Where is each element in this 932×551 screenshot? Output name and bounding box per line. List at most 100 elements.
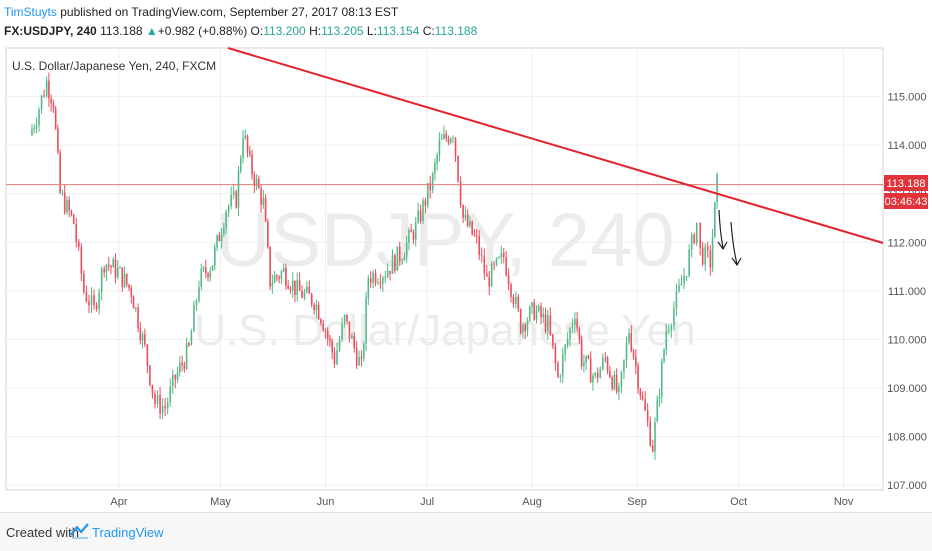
candle-body — [202, 267, 205, 269]
candle-body — [190, 331, 193, 346]
candle-body — [478, 235, 481, 256]
candle-body — [615, 374, 618, 392]
candle-body — [289, 288, 292, 291]
candle-body — [269, 246, 271, 287]
candle-body — [580, 339, 583, 367]
candle-body — [310, 293, 313, 305]
candle-body — [557, 363, 559, 377]
candle-body — [658, 396, 661, 400]
candle-body — [123, 273, 126, 288]
candle-body — [188, 343, 190, 346]
candle-body — [683, 275, 685, 284]
candle-body — [417, 210, 419, 223]
price-tick-label: 112.000 — [888, 237, 927, 249]
candle-body — [114, 259, 117, 278]
candle-body — [604, 357, 607, 359]
candle-body — [522, 324, 524, 334]
candle-body — [675, 291, 678, 309]
candle-body — [358, 357, 360, 366]
plot-area[interactable] — [5, 47, 884, 491]
candle-body — [498, 257, 500, 259]
candle-body — [646, 410, 649, 422]
candle-body — [429, 183, 432, 191]
candle-body — [278, 277, 280, 279]
ohlc-line: FX:USDJPY, 240 113.188 ▲+0.982 (+0.88%) … — [4, 24, 477, 38]
candle-body — [660, 361, 663, 397]
price-tick-label: 111.000 — [888, 286, 926, 298]
candle-body — [320, 319, 322, 323]
candle-body — [48, 80, 50, 99]
candle-body — [410, 230, 413, 233]
candle-body — [475, 235, 478, 237]
trendline[interactable] — [227, 47, 884, 244]
candle-body — [559, 376, 562, 378]
annotation-arrows[interactable] — [717, 209, 742, 267]
candle-body — [561, 354, 564, 377]
candle-body — [159, 394, 161, 414]
candle-body — [313, 304, 315, 311]
candle-body — [204, 267, 207, 274]
candle-body — [61, 192, 64, 194]
close-value: 113.188 — [434, 24, 478, 38]
candle-body — [43, 95, 45, 97]
candle-body — [695, 222, 698, 244]
candle-body — [374, 272, 377, 284]
high-label: H: — [309, 24, 322, 38]
candle-body — [618, 387, 620, 392]
price-tick-label: 109.000 — [887, 383, 927, 395]
candle-body — [291, 280, 294, 291]
candle-body — [235, 191, 238, 208]
candle-body — [519, 309, 522, 334]
candle-body — [585, 355, 587, 363]
candle-body — [146, 344, 149, 366]
candle-body — [589, 358, 592, 383]
candle-body — [306, 286, 308, 293]
candle-body — [248, 151, 251, 155]
candle-body — [436, 155, 438, 164]
author-link[interactable]: TimStuyts — [4, 5, 57, 19]
candle-body — [517, 296, 520, 310]
candle-body — [384, 277, 387, 278]
candle-body — [137, 307, 139, 329]
watermark-symbol: USDJPY, 240 — [215, 198, 674, 283]
time-tick-label: Jul — [420, 496, 434, 508]
tradingview-logo-icon[interactable] — [70, 522, 90, 540]
candle-body — [488, 276, 491, 287]
candle-body — [282, 267, 285, 272]
candle-body — [164, 406, 166, 409]
candle-body — [639, 389, 642, 396]
candle-body — [169, 386, 172, 402]
price-tick-label: 110.000 — [888, 334, 927, 346]
candle-body — [161, 406, 164, 414]
watermark-description: U.S. Dollar/Japanese Yen — [194, 306, 695, 355]
candle-body — [382, 277, 384, 284]
time-axis[interactable]: Apr May Jun Jul Aug Sep Oct Nov — [110, 496, 853, 508]
candle-body — [706, 246, 709, 251]
candle-body — [135, 307, 137, 309]
symbol-label[interactable]: FX:USDJPY, 240 — [4, 24, 97, 38]
candle-body — [360, 357, 363, 359]
candle-body — [151, 384, 154, 394]
candle-body — [502, 252, 505, 258]
candle-body — [322, 322, 324, 331]
candle-body — [419, 210, 422, 221]
candle-body — [510, 284, 512, 297]
candle-body — [119, 267, 121, 269]
up-arrow-icon: ▲ — [145, 24, 158, 38]
publish-info: published on TradingView.com, September … — [56, 5, 399, 19]
candle-body — [198, 286, 200, 301]
candle-body — [434, 163, 436, 174]
price-tag-label: 113.188 — [887, 178, 926, 190]
arrow-down-icon — [730, 221, 742, 267]
countdown-tag-label: 03:46:43 — [885, 196, 928, 208]
candles — [31, 72, 718, 460]
candle-body — [546, 315, 549, 332]
candle-body — [176, 372, 179, 380]
tradingview-brand-link[interactable]: TradingView — [92, 525, 164, 540]
candle-body — [583, 362, 585, 367]
candle-body — [704, 246, 707, 265]
candle-body — [141, 334, 144, 341]
candle-body — [237, 171, 240, 208]
price-axis[interactable]: 115.000114.000113.000112.000111.000110.0… — [887, 92, 927, 493]
